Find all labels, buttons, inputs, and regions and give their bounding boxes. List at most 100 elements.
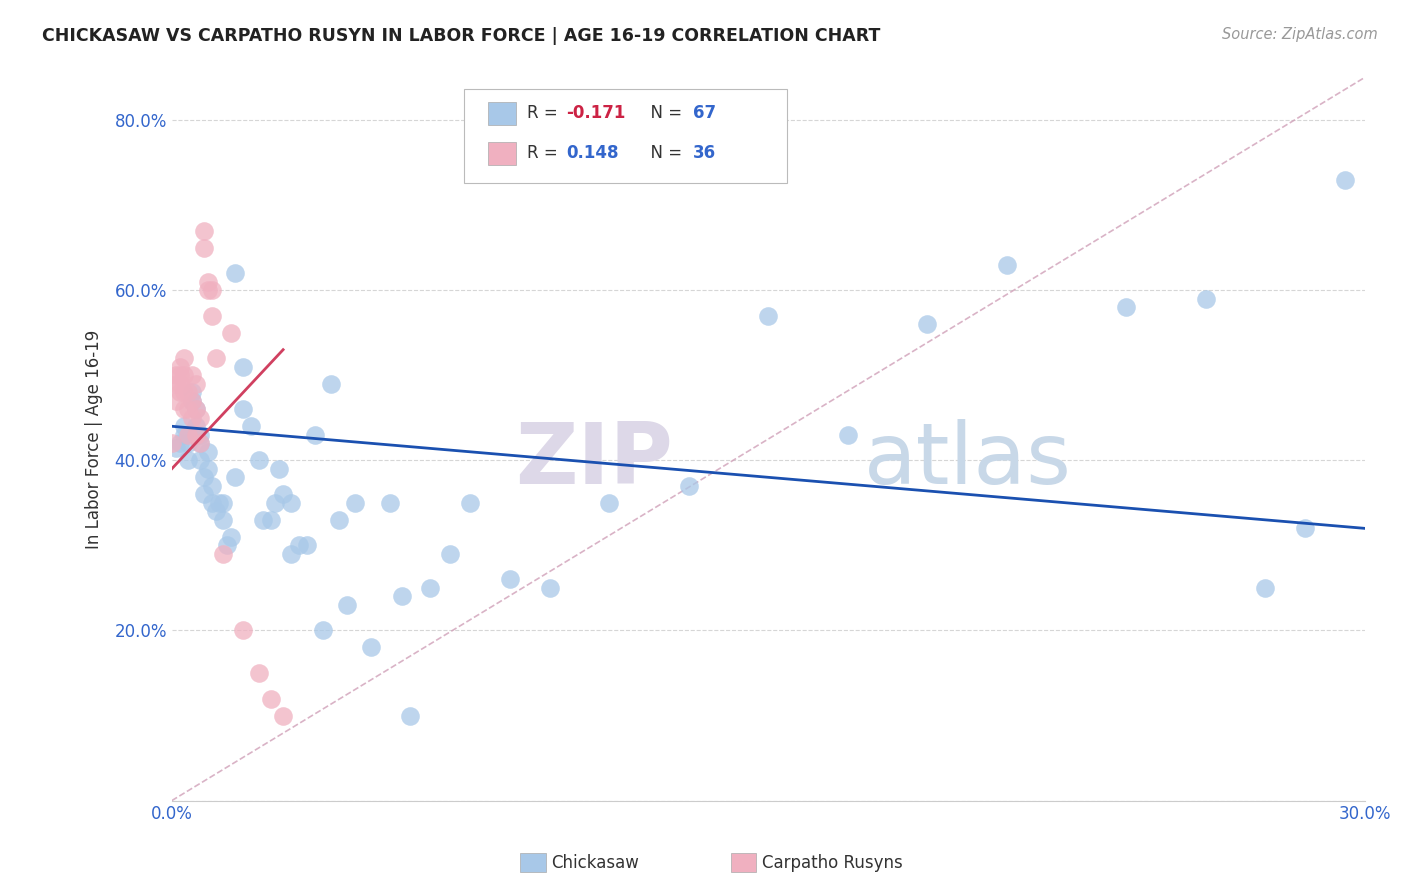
Point	[221, 530, 243, 544]
Point	[343, 496, 366, 510]
Text: R =: R =	[527, 145, 564, 162]
Point	[280, 496, 302, 510]
Point	[193, 487, 215, 501]
Point	[184, 402, 207, 417]
Point	[184, 402, 207, 417]
Point	[336, 598, 359, 612]
Point	[180, 410, 202, 425]
Text: -0.171: -0.171	[567, 104, 626, 122]
Point	[180, 368, 202, 383]
Point	[165, 441, 187, 455]
Point	[458, 496, 481, 510]
Point	[499, 573, 522, 587]
Text: 67: 67	[693, 104, 716, 122]
Point	[212, 513, 235, 527]
Point	[188, 436, 211, 450]
Text: Carpatho Rusyns: Carpatho Rusyns	[762, 855, 903, 872]
Point	[399, 708, 422, 723]
Point	[360, 640, 382, 655]
Text: atlas: atlas	[863, 419, 1071, 502]
Point	[176, 453, 198, 467]
Point	[247, 665, 270, 680]
Point	[312, 624, 335, 638]
Point	[756, 309, 779, 323]
Point	[173, 368, 195, 383]
Point	[247, 453, 270, 467]
Point	[439, 547, 461, 561]
Point	[1195, 292, 1218, 306]
Text: 0.148: 0.148	[567, 145, 619, 162]
Point	[837, 427, 859, 442]
Text: ZIP: ZIP	[515, 419, 673, 502]
Point	[160, 436, 183, 450]
Point	[260, 691, 283, 706]
Point	[188, 410, 211, 425]
Text: Source: ZipAtlas.com: Source: ZipAtlas.com	[1222, 27, 1378, 42]
Point	[391, 590, 413, 604]
Point	[176, 385, 198, 400]
Point	[212, 496, 235, 510]
Point	[169, 436, 191, 450]
Point	[271, 487, 294, 501]
Point	[232, 359, 254, 374]
Point	[1294, 521, 1316, 535]
Point	[208, 496, 231, 510]
Point	[184, 427, 207, 442]
Point	[197, 283, 219, 297]
Point	[240, 419, 263, 434]
Point	[917, 317, 939, 331]
Point	[169, 385, 191, 400]
Point	[271, 708, 294, 723]
Point	[200, 479, 222, 493]
Point	[288, 538, 311, 552]
Point	[180, 393, 202, 408]
Text: 36: 36	[693, 145, 716, 162]
Point	[169, 359, 191, 374]
Point	[184, 376, 207, 391]
Point	[176, 427, 198, 442]
Point	[204, 351, 226, 366]
Point	[1115, 300, 1137, 314]
Point	[380, 496, 402, 510]
Point	[169, 368, 191, 383]
Point	[1254, 581, 1277, 595]
Point	[173, 402, 195, 417]
Point	[165, 393, 187, 408]
Point	[173, 385, 195, 400]
Point	[173, 351, 195, 366]
Point	[188, 453, 211, 467]
Y-axis label: In Labor Force | Age 16-19: In Labor Force | Age 16-19	[86, 329, 103, 549]
Point	[197, 275, 219, 289]
Point	[173, 419, 195, 434]
Point	[176, 436, 198, 450]
Point	[260, 513, 283, 527]
Point	[184, 427, 207, 442]
Point	[280, 547, 302, 561]
Text: N =: N =	[640, 145, 688, 162]
Point	[224, 266, 246, 280]
Point	[1334, 172, 1357, 186]
Text: CHICKASAW VS CARPATHO RUSYN IN LABOR FORCE | AGE 16-19 CORRELATION CHART: CHICKASAW VS CARPATHO RUSYN IN LABOR FOR…	[42, 27, 880, 45]
Point	[212, 547, 235, 561]
Point	[678, 479, 700, 493]
Point	[217, 538, 239, 552]
Point	[180, 385, 202, 400]
Point	[180, 393, 202, 408]
Point	[252, 513, 274, 527]
Point	[173, 427, 195, 442]
Point	[169, 376, 191, 391]
Point	[304, 427, 326, 442]
Point	[165, 368, 187, 383]
Text: Chickasaw: Chickasaw	[551, 855, 640, 872]
Point	[176, 402, 198, 417]
Point	[221, 326, 243, 340]
Point	[193, 241, 215, 255]
Point	[419, 581, 441, 595]
Point	[328, 513, 350, 527]
Text: N =: N =	[640, 104, 688, 122]
Point	[197, 444, 219, 458]
Point	[295, 538, 318, 552]
Point	[224, 470, 246, 484]
Point	[264, 496, 287, 510]
Point	[200, 283, 222, 297]
